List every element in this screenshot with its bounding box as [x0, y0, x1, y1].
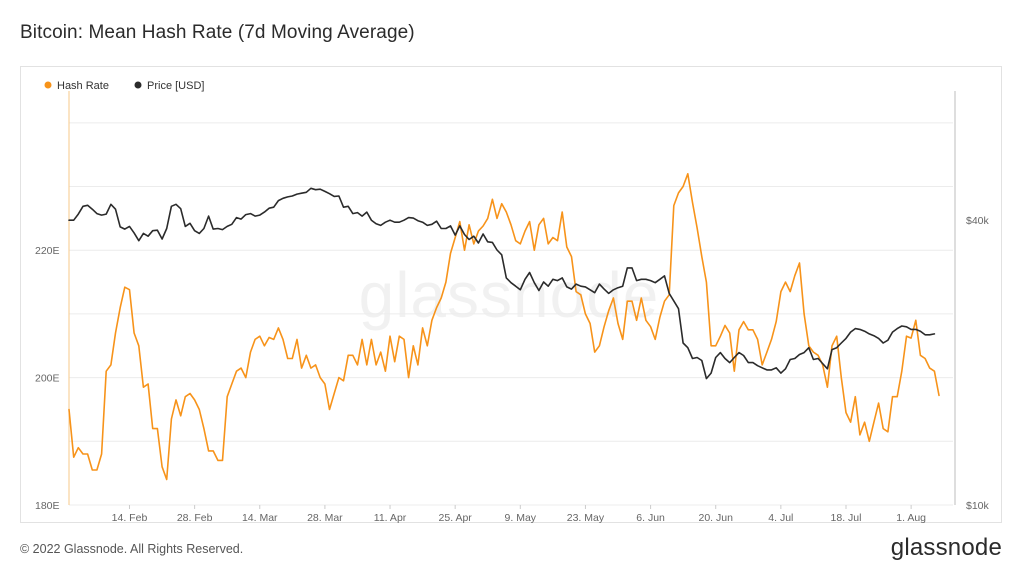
x-tick-label: 20. Jun	[698, 512, 733, 524]
grid-lines	[69, 122, 953, 506]
x-tick-label: 14. Mar	[242, 512, 278, 524]
axes: 180E 200E 220E $10k $40k 14. Feb 28. Feb 14. Ma…	[35, 91, 990, 524]
x-tick-label: 11. Apr	[374, 512, 407, 524]
legend-marker-price	[134, 81, 142, 89]
x-tick-label: 1. Aug	[896, 512, 926, 524]
series-lines	[68, 173, 940, 481]
x-tick-label: 28. Feb	[177, 512, 213, 524]
x-tick-label: 14. Feb	[112, 512, 148, 524]
copyright-footer: © 2022 Glassnode. All Rights Reserved.	[20, 542, 244, 556]
chart-title: Bitcoin: Mean Hash Rate (7d Moving Avera…	[20, 22, 415, 43]
x-tick-label: 4. Jul	[768, 512, 793, 524]
hash-rate-line[interactable]	[68, 173, 940, 481]
legend-label-price: Price [USD]	[147, 80, 204, 92]
chart-container[interactable]: glassnode 180E 200E 220E $10k $40k 14. Feb 28.…	[20, 66, 1003, 524]
legend: Hash Rate Price [USD]	[44, 80, 205, 92]
legend-label-hash-rate: Hash Rate	[57, 80, 109, 92]
watermark: glassnode	[359, 259, 660, 331]
price-line[interactable]	[68, 187, 936, 380]
glassnode-logo[interactable]: glassnode	[890, 534, 1002, 561]
legend-entry-hash-rate[interactable]: Hash Rate	[44, 80, 109, 92]
hash-rate-price-chart[interactable]: glassnode 180E 200E 220E $10k $40k 14. Feb 28.…	[21, 67, 1003, 524]
y-left-tick-label: 220E	[35, 245, 60, 257]
x-tick-label: 23. May	[567, 512, 605, 524]
legend-marker-hash-rate	[44, 81, 52, 89]
legend-entry-price[interactable]: Price [USD]	[134, 80, 205, 92]
x-tick-label: 25. Apr	[439, 512, 473, 524]
x-tick-label: 18. Jul	[831, 512, 862, 524]
y-right-tick-label: $40k	[966, 215, 990, 227]
x-tick-label: 6. Jun	[636, 512, 665, 524]
y-left-tick-label: 200E	[35, 373, 60, 385]
y-right-tick-label: $10k	[966, 500, 990, 512]
x-tick-label: 9. May	[505, 512, 537, 524]
x-tick-label: 28. Mar	[307, 512, 343, 524]
y-left-tick-label: 180E	[35, 500, 60, 512]
